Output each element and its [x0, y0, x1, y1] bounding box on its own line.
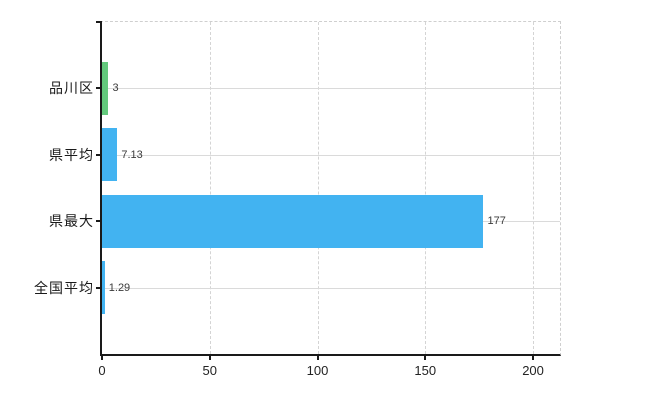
x-tick-label: 200: [522, 363, 544, 378]
x-tick-label: 0: [98, 363, 106, 378]
y-axis-tick: [96, 286, 102, 289]
h-gridline: [102, 287, 560, 289]
y-axis-tick: [96, 87, 102, 90]
x-axis-tick: [101, 355, 103, 360]
category-label-全国平均: 全国平均: [34, 279, 94, 296]
bar-県最大: [102, 194, 484, 248]
bar-value-label: 3: [112, 82, 119, 95]
plot-area: 3 7.13 177 1.29: [100, 21, 561, 356]
h-gridline: [102, 88, 560, 90]
h-gridline: [102, 154, 560, 156]
y-axis-tick: [96, 220, 102, 223]
v-gridline: [317, 22, 319, 354]
bar-品川区: [102, 61, 109, 115]
v-gridline: [533, 22, 535, 354]
y-axis-tick: [96, 153, 102, 156]
x-axis-tick: [316, 355, 319, 360]
x-axis-tick: [208, 355, 211, 360]
bar-value-label: 1.29: [108, 281, 131, 294]
x-tick-label: 50: [202, 363, 217, 378]
category-label-県最大: 県最大: [49, 213, 94, 230]
y-axis-top-tick: [96, 21, 102, 23]
x-axis-tick: [424, 355, 427, 360]
category-label-品川区: 品川区: [49, 80, 94, 97]
v-gridline: [209, 22, 211, 354]
bar-全国平均: [102, 261, 105, 315]
category-label-県平均: 県平均: [49, 146, 94, 163]
v-gridline: [425, 22, 427, 354]
bar-県平均: [102, 128, 118, 182]
bar-value-label: 7.13: [121, 148, 143, 161]
x-tick-label: 100: [306, 363, 329, 378]
bar-value-label: 177: [487, 215, 506, 228]
x-axis-tick: [532, 355, 535, 360]
x-tick-label: 150: [414, 363, 437, 378]
